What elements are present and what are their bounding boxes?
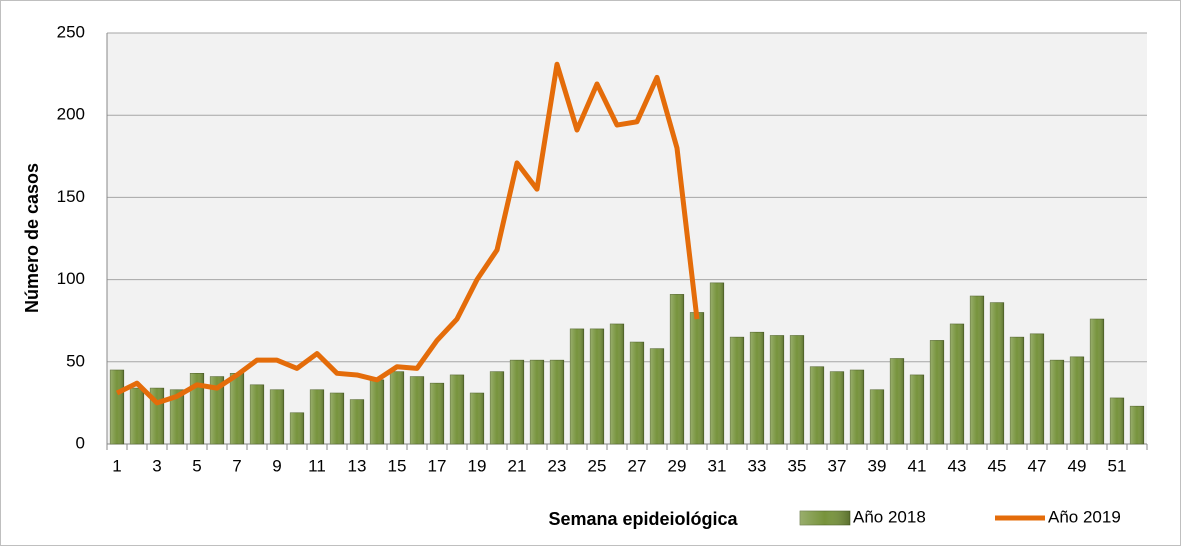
bar-shade (450, 374, 464, 444)
bar-shade (930, 340, 944, 444)
bar-shade (1030, 333, 1044, 444)
bar-shade (1070, 356, 1084, 444)
bar-shade (530, 360, 544, 444)
legend-label: Año 2018 (853, 507, 926, 526)
legend-swatch-shade (800, 511, 850, 525)
bar-shade (770, 335, 784, 444)
bar-shade (990, 302, 1004, 444)
bar-shade (690, 312, 704, 444)
x-tick-label: 21 (508, 456, 527, 475)
bar-shade (750, 332, 764, 444)
bar-shade (730, 337, 744, 444)
x-tick-label: 35 (788, 456, 807, 475)
bar-shade (830, 371, 844, 444)
bar-shade (250, 384, 264, 444)
x-tick-label: 47 (1028, 456, 1047, 475)
x-tick-label: 27 (628, 456, 647, 475)
bar-shade (290, 412, 304, 444)
bar-shade (330, 393, 344, 444)
bar-shade (130, 388, 144, 444)
x-tick-label: 9 (272, 456, 281, 475)
x-tick-label: 1 (112, 456, 121, 475)
x-tick-label: 37 (828, 456, 847, 475)
bar-shade (390, 371, 404, 444)
x-tick-label: 13 (348, 456, 367, 475)
x-tick-label: 45 (988, 456, 1007, 475)
bar-shade (470, 393, 484, 444)
y-tick-label: 50 (66, 351, 85, 370)
bar-shade (350, 399, 364, 444)
bar-shade (270, 389, 284, 444)
bar-shade (1010, 337, 1024, 444)
bar-shade (810, 366, 824, 444)
line (115, 61, 700, 406)
bar-shade (1050, 360, 1064, 444)
bar-shade (790, 335, 804, 444)
x-tick-label: 43 (948, 456, 967, 475)
bar-shade (550, 360, 564, 444)
x-tick-label: 31 (708, 456, 727, 475)
bar-shade (430, 383, 444, 444)
x-tick-label: 41 (908, 456, 927, 475)
bar-shade (710, 282, 724, 444)
y-tick-label: 250 (57, 22, 85, 41)
bar-shade (650, 348, 664, 444)
bar-shade (510, 360, 524, 444)
bar-shade (170, 389, 184, 444)
y-tick-label: 100 (57, 269, 85, 288)
bar-shade (370, 379, 384, 444)
bar-shade (110, 370, 124, 444)
bar-shade (1110, 397, 1124, 444)
bar-shade (610, 323, 624, 444)
legend-label: Año 2019 (1048, 507, 1121, 526)
bar-shade (1090, 319, 1104, 444)
bar-shade (210, 376, 224, 444)
x-tick-label: 33 (748, 456, 767, 475)
x-tick-label: 25 (588, 456, 607, 475)
bar-shade (950, 323, 964, 444)
bar-shade (850, 370, 864, 444)
x-tick-label: 23 (548, 456, 567, 475)
x-tick-label: 3 (152, 456, 161, 475)
bar-shade (590, 328, 604, 444)
bar-shade (890, 358, 904, 444)
x-tick-label: 17 (428, 456, 447, 475)
x-tick-label: 29 (668, 456, 687, 475)
bar-shade (870, 389, 884, 444)
bar-shade (670, 294, 684, 444)
x-tick-label: 15 (388, 456, 407, 475)
y-tick-label: 0 (76, 433, 85, 452)
x-tick-label: 19 (468, 456, 487, 475)
bar-shade (1130, 406, 1144, 444)
x-tick-label: 5 (192, 456, 201, 475)
x-axis-label: Semana epideiológica (548, 509, 738, 529)
bar-shade (970, 296, 984, 444)
bar-shade (310, 389, 324, 444)
x-tick-label: 39 (868, 456, 887, 475)
x-tick-label: 51 (1108, 456, 1127, 475)
x-tick-label: 49 (1068, 456, 1087, 475)
bar-shade (570, 328, 584, 444)
bar-shade (490, 371, 504, 444)
bar-shade (910, 374, 924, 444)
bar-shade (230, 373, 244, 444)
x-tick-label: 11 (308, 456, 326, 475)
x-tick-label: 7 (232, 456, 241, 475)
y-axis-label: Número de casos (22, 163, 42, 313)
bar-shade (630, 342, 644, 444)
bar-shade (410, 376, 424, 444)
y-tick-label: 150 (57, 187, 85, 206)
bar-shade (190, 373, 204, 444)
y-tick-label: 200 (57, 105, 85, 124)
